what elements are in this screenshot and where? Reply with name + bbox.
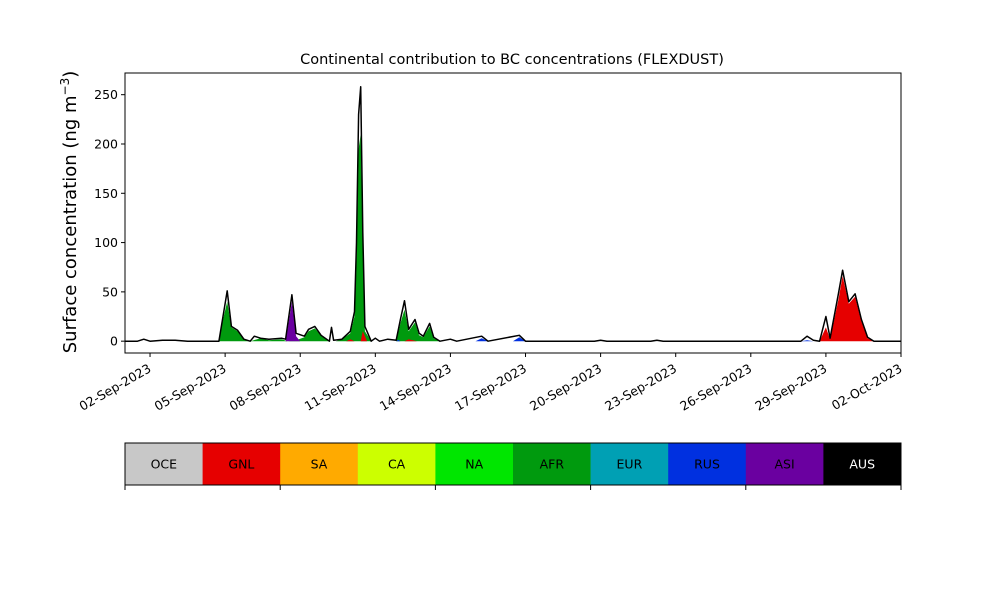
- x-tick-label: 14-Sep-2023: [377, 361, 454, 414]
- legend-label-sa: SA: [311, 457, 328, 472]
- legend-swatch-ca: [357, 443, 436, 485]
- x-tick-label: 11-Sep-2023: [302, 361, 379, 414]
- total-line: [125, 86, 901, 342]
- x-tick-label: 02-Oct-2023: [829, 361, 905, 413]
- legend-label-gnl: GNL: [228, 457, 254, 472]
- legend-frame: [124, 442, 902, 486]
- y-axis-label-group: Surface concentration (ng m−3): [58, 71, 81, 354]
- area-gnl: [125, 276, 901, 342]
- y-tick-label: 150: [94, 186, 118, 201]
- y-axis-label: Surface concentration (ng m−3): [58, 71, 81, 354]
- x-tick-label: 05-Sep-2023: [152, 361, 229, 414]
- x-tick-label: 20-Sep-2023: [527, 361, 604, 414]
- y-axis-label-superscript: −3: [58, 78, 72, 96]
- legend-label-ca: CA: [388, 457, 406, 472]
- y-axis: 0 50 100 150 200 250: [94, 87, 125, 349]
- y-tick-label: 0: [110, 334, 118, 349]
- legend-swatch-eur: [590, 443, 669, 485]
- legend-swatch-oce: [125, 443, 203, 485]
- series-areas: [125, 134, 901, 342]
- y-axis-label-main: Surface concentration (ng m: [60, 95, 81, 353]
- legend-colorbar: OCE GNL SA CA NA AFR EUR RUS ASI AUS: [124, 442, 902, 490]
- legend-label-asi: ASI: [775, 457, 795, 472]
- x-tick-label: 26-Sep-2023: [677, 361, 754, 414]
- chart-title: Continental contribution to BC concentra…: [300, 52, 724, 68]
- x-tick-label: 02-Sep-2023: [76, 361, 153, 414]
- y-tick-label: 50: [102, 284, 118, 299]
- legend-swatch-sa: [280, 443, 359, 485]
- legend-label-rus: RUS: [694, 457, 720, 472]
- legend-swatch-gnl: [202, 443, 281, 485]
- legend-swatch-na: [435, 443, 514, 485]
- area-afr: [125, 134, 901, 342]
- legend-swatch-rus: [668, 443, 747, 485]
- x-axis: 02-Sep-202305-Sep-202308-Sep-202311-Sep-…: [76, 353, 905, 414]
- x-tick-label: 29-Sep-2023: [752, 361, 829, 414]
- legend-swatch-asi: [745, 443, 824, 485]
- total-series: [125, 86, 901, 342]
- plot-frame: [124, 72, 902, 354]
- legend-label-eur: EUR: [617, 457, 643, 472]
- y-tick-label: 100: [94, 235, 118, 250]
- x-tick-label: 23-Sep-2023: [602, 361, 679, 414]
- y-axis-label-end: ): [60, 71, 81, 78]
- x-tick-label: 08-Sep-2023: [227, 361, 304, 414]
- legend-label-na: NA: [465, 457, 483, 472]
- y-tick-label: 200: [94, 136, 118, 151]
- legend-label-afr: AFR: [540, 457, 565, 472]
- legend-swatch-afr: [513, 443, 591, 485]
- y-tick-label: 250: [94, 87, 118, 102]
- legend-swatch-aus: [823, 443, 902, 485]
- legend-label-aus: AUS: [849, 457, 875, 472]
- legend-label-oce: OCE: [151, 457, 178, 472]
- x-tick-label: 17-Sep-2023: [452, 361, 529, 414]
